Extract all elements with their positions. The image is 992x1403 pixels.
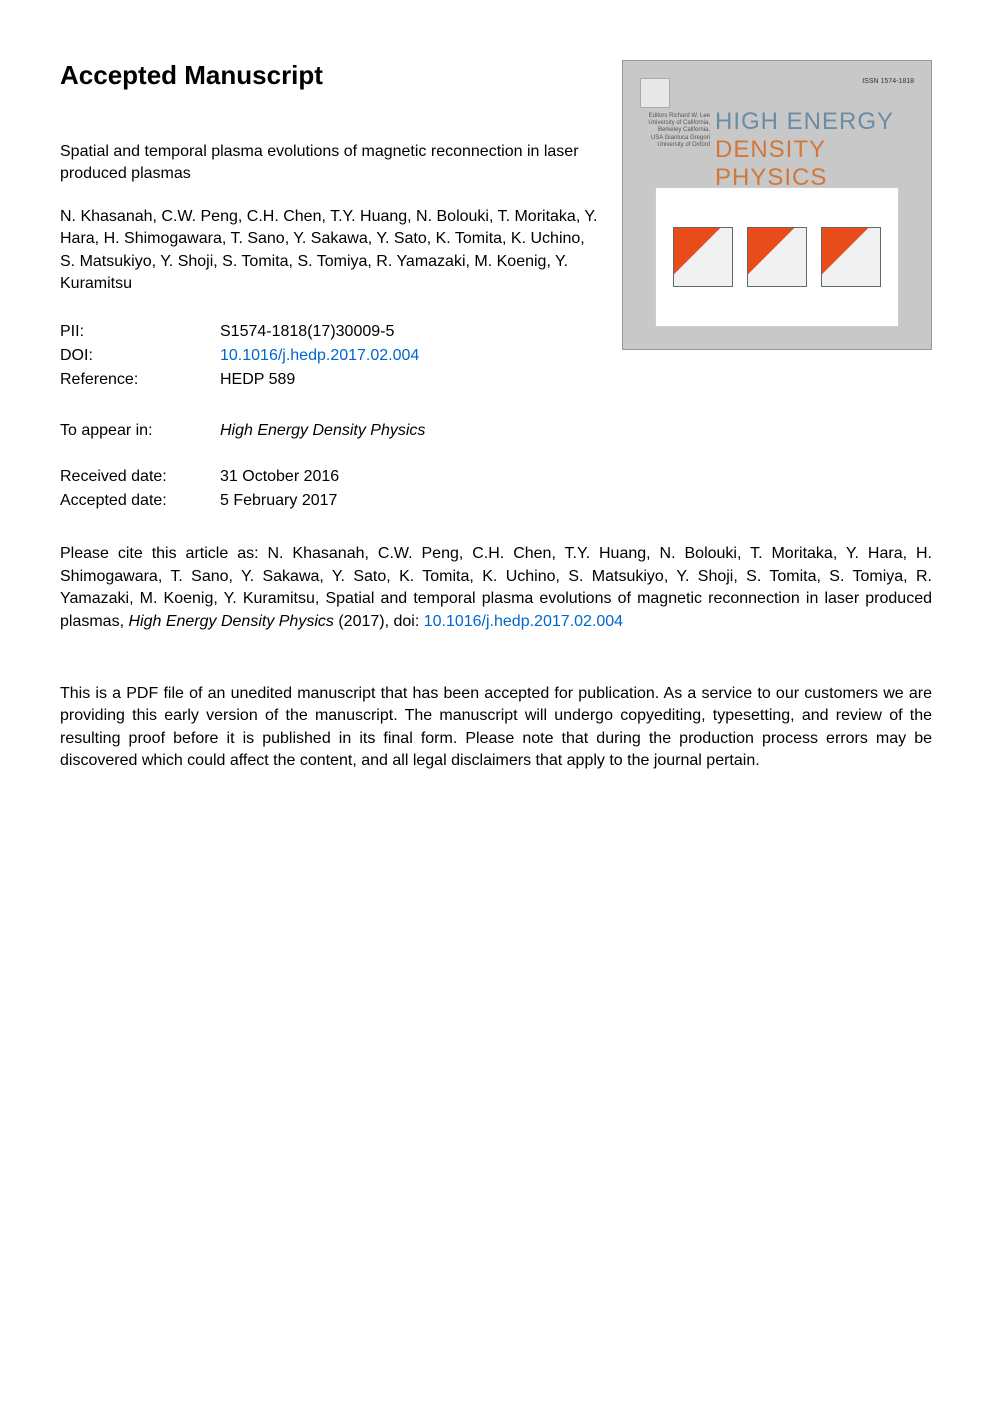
journal-title-line1: HIGH ENERGY <box>715 108 919 136</box>
article-title: Spatial and temporal plasma evolutions o… <box>60 141 602 186</box>
to-appear-row: To appear in: High Energy Density Physic… <box>60 422 932 440</box>
accepted-date-value: 5 February 2017 <box>220 489 337 513</box>
cover-figure <box>655 187 899 327</box>
citation-doi-link[interactable]: 10.1016/j.hedp.2017.02.004 <box>424 613 623 630</box>
header-section: Accepted Manuscript Spatial and temporal… <box>60 60 932 392</box>
citation-text: Please cite this article as: N. Khasanah… <box>60 543 932 633</box>
doi-row: DOI: 10.1016/j.hedp.2017.02.004 <box>60 344 602 368</box>
reference-row: Reference: HEDP 589 <box>60 368 602 392</box>
figure-panel-1 <box>673 227 733 287</box>
dates-section: Received date: 31 October 2016 Accepted … <box>60 465 932 513</box>
elsevier-logo-icon <box>640 78 670 108</box>
authors-list: N. Khasanah, C.W. Peng, C.H. Chen, T.Y. … <box>60 206 602 296</box>
journal-title-block: HIGH ENERGY DENSITY PHYSICS <box>715 108 919 192</box>
disclaimer-text: This is a PDF file of an unedited manusc… <box>60 683 932 773</box>
to-appear-label: To appear in: <box>60 422 220 440</box>
citation-journal: High Energy Density Physics <box>128 613 333 630</box>
figure-panel-2 <box>747 227 807 287</box>
received-date-value: 31 October 2016 <box>220 465 339 489</box>
received-date-row: Received date: 31 October 2016 <box>60 465 932 489</box>
citation-year: (2017), doi: <box>334 613 424 630</box>
pii-label: PII: <box>60 320 220 344</box>
editors-text: Editors Richard W. Lee University of Cal… <box>645 113 710 149</box>
pii-value: S1574-1818(17)30009-5 <box>220 320 394 344</box>
to-appear-value: High Energy Density Physics <box>220 422 425 440</box>
doi-label: DOI: <box>60 344 220 368</box>
accepted-manuscript-heading: Accepted Manuscript <box>60 60 602 91</box>
cover-inner: ISSN 1574-1818 Editors Richard W. Lee Un… <box>635 73 919 337</box>
left-content: Accepted Manuscript Spatial and temporal… <box>60 60 622 392</box>
journal-cover-thumbnail: ISSN 1574-1818 Editors Richard W. Lee Un… <box>622 60 932 350</box>
received-date-label: Received date: <box>60 465 220 489</box>
pii-row: PII: S1574-1818(17)30009-5 <box>60 320 602 344</box>
issn-text: ISSN 1574-1818 <box>862 78 914 85</box>
figure-panel-3 <box>821 227 881 287</box>
reference-value: HEDP 589 <box>220 368 295 392</box>
accepted-date-row: Accepted date: 5 February 2017 <box>60 489 932 513</box>
metadata-table: PII: S1574-1818(17)30009-5 DOI: 10.1016/… <box>60 320 602 392</box>
to-appear-section: To appear in: High Energy Density Physic… <box>60 422 932 440</box>
doi-link[interactable]: 10.1016/j.hedp.2017.02.004 <box>220 344 419 368</box>
journal-title-line2: DENSITY PHYSICS <box>715 136 919 192</box>
accepted-date-label: Accepted date: <box>60 489 220 513</box>
reference-label: Reference: <box>60 368 220 392</box>
